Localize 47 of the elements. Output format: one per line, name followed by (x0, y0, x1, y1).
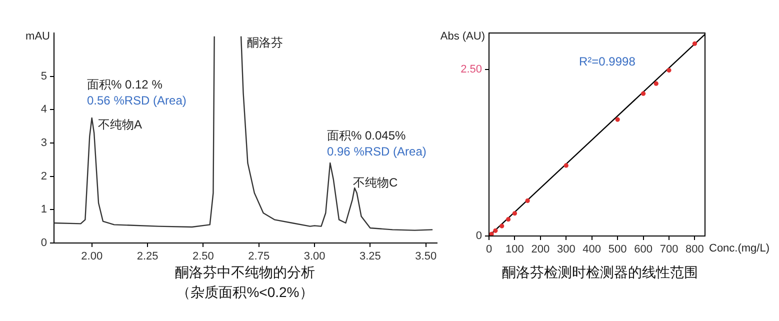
annotation: 不纯物C (353, 175, 398, 190)
text: 酮洛芬检测时检测器的线性范围 (501, 263, 699, 282)
text: （杂质面积%<0.2%） (176, 283, 314, 302)
annotation: R²=0.9998 (579, 54, 636, 68)
x-tick-label: 3.25 (359, 250, 381, 263)
x-tick-label: 300 (556, 244, 576, 256)
y-axis-title: mAU (26, 30, 50, 43)
x-tick-label: 2.75 (248, 250, 270, 263)
annotation: 0.96 %RSD (Area) (327, 144, 426, 158)
point (692, 41, 698, 46)
x-tick-label: 3.00 (304, 250, 326, 263)
point (512, 211, 518, 216)
x-tick-label: 600 (634, 244, 652, 256)
x-tick-label: 2.00 (81, 250, 103, 263)
text: 酮洛芬中不纯物的分析 (174, 263, 316, 282)
point (564, 163, 568, 168)
annotation: 面积% 0.12 % (87, 77, 163, 92)
annotation: 0.56 %RSD (Area) (87, 93, 186, 108)
y-tick-label: 3 (40, 137, 47, 150)
x-tick-label: 2.50 (192, 250, 214, 263)
point (654, 81, 658, 86)
y-tick-label: 1 (40, 204, 47, 216)
y-tick-label: 5 (40, 70, 47, 82)
point (666, 68, 672, 73)
x-tick-label: 400 (582, 244, 602, 256)
x-tick-label: 0 (486, 244, 492, 256)
annotation: 不纯物A (98, 117, 142, 132)
x-tick-label: 200 (531, 244, 550, 256)
point (615, 117, 620, 122)
x-tick-label: 500 (608, 244, 627, 256)
y-axis-title: Abs (AU) (440, 30, 485, 43)
y-tick-label: 4 (40, 104, 47, 116)
point (525, 198, 530, 204)
x-tick-label: 700 (660, 244, 678, 256)
annotation: 酮洛芬 (247, 35, 283, 50)
point (640, 91, 646, 96)
point (506, 217, 511, 222)
x-axis-title: Conc.(mg/L) (709, 242, 770, 255)
point (500, 224, 504, 228)
point (493, 228, 498, 233)
annotation: 面积% 0.045% (327, 128, 406, 142)
x-tick-label: 800 (686, 244, 704, 256)
x-tick-label: 3.50 (415, 250, 437, 263)
x-tick-label: 2.25 (136, 250, 158, 263)
y-tick-label: 2 (40, 170, 47, 182)
point (489, 232, 494, 236)
x-tick-label: 100 (506, 244, 524, 256)
